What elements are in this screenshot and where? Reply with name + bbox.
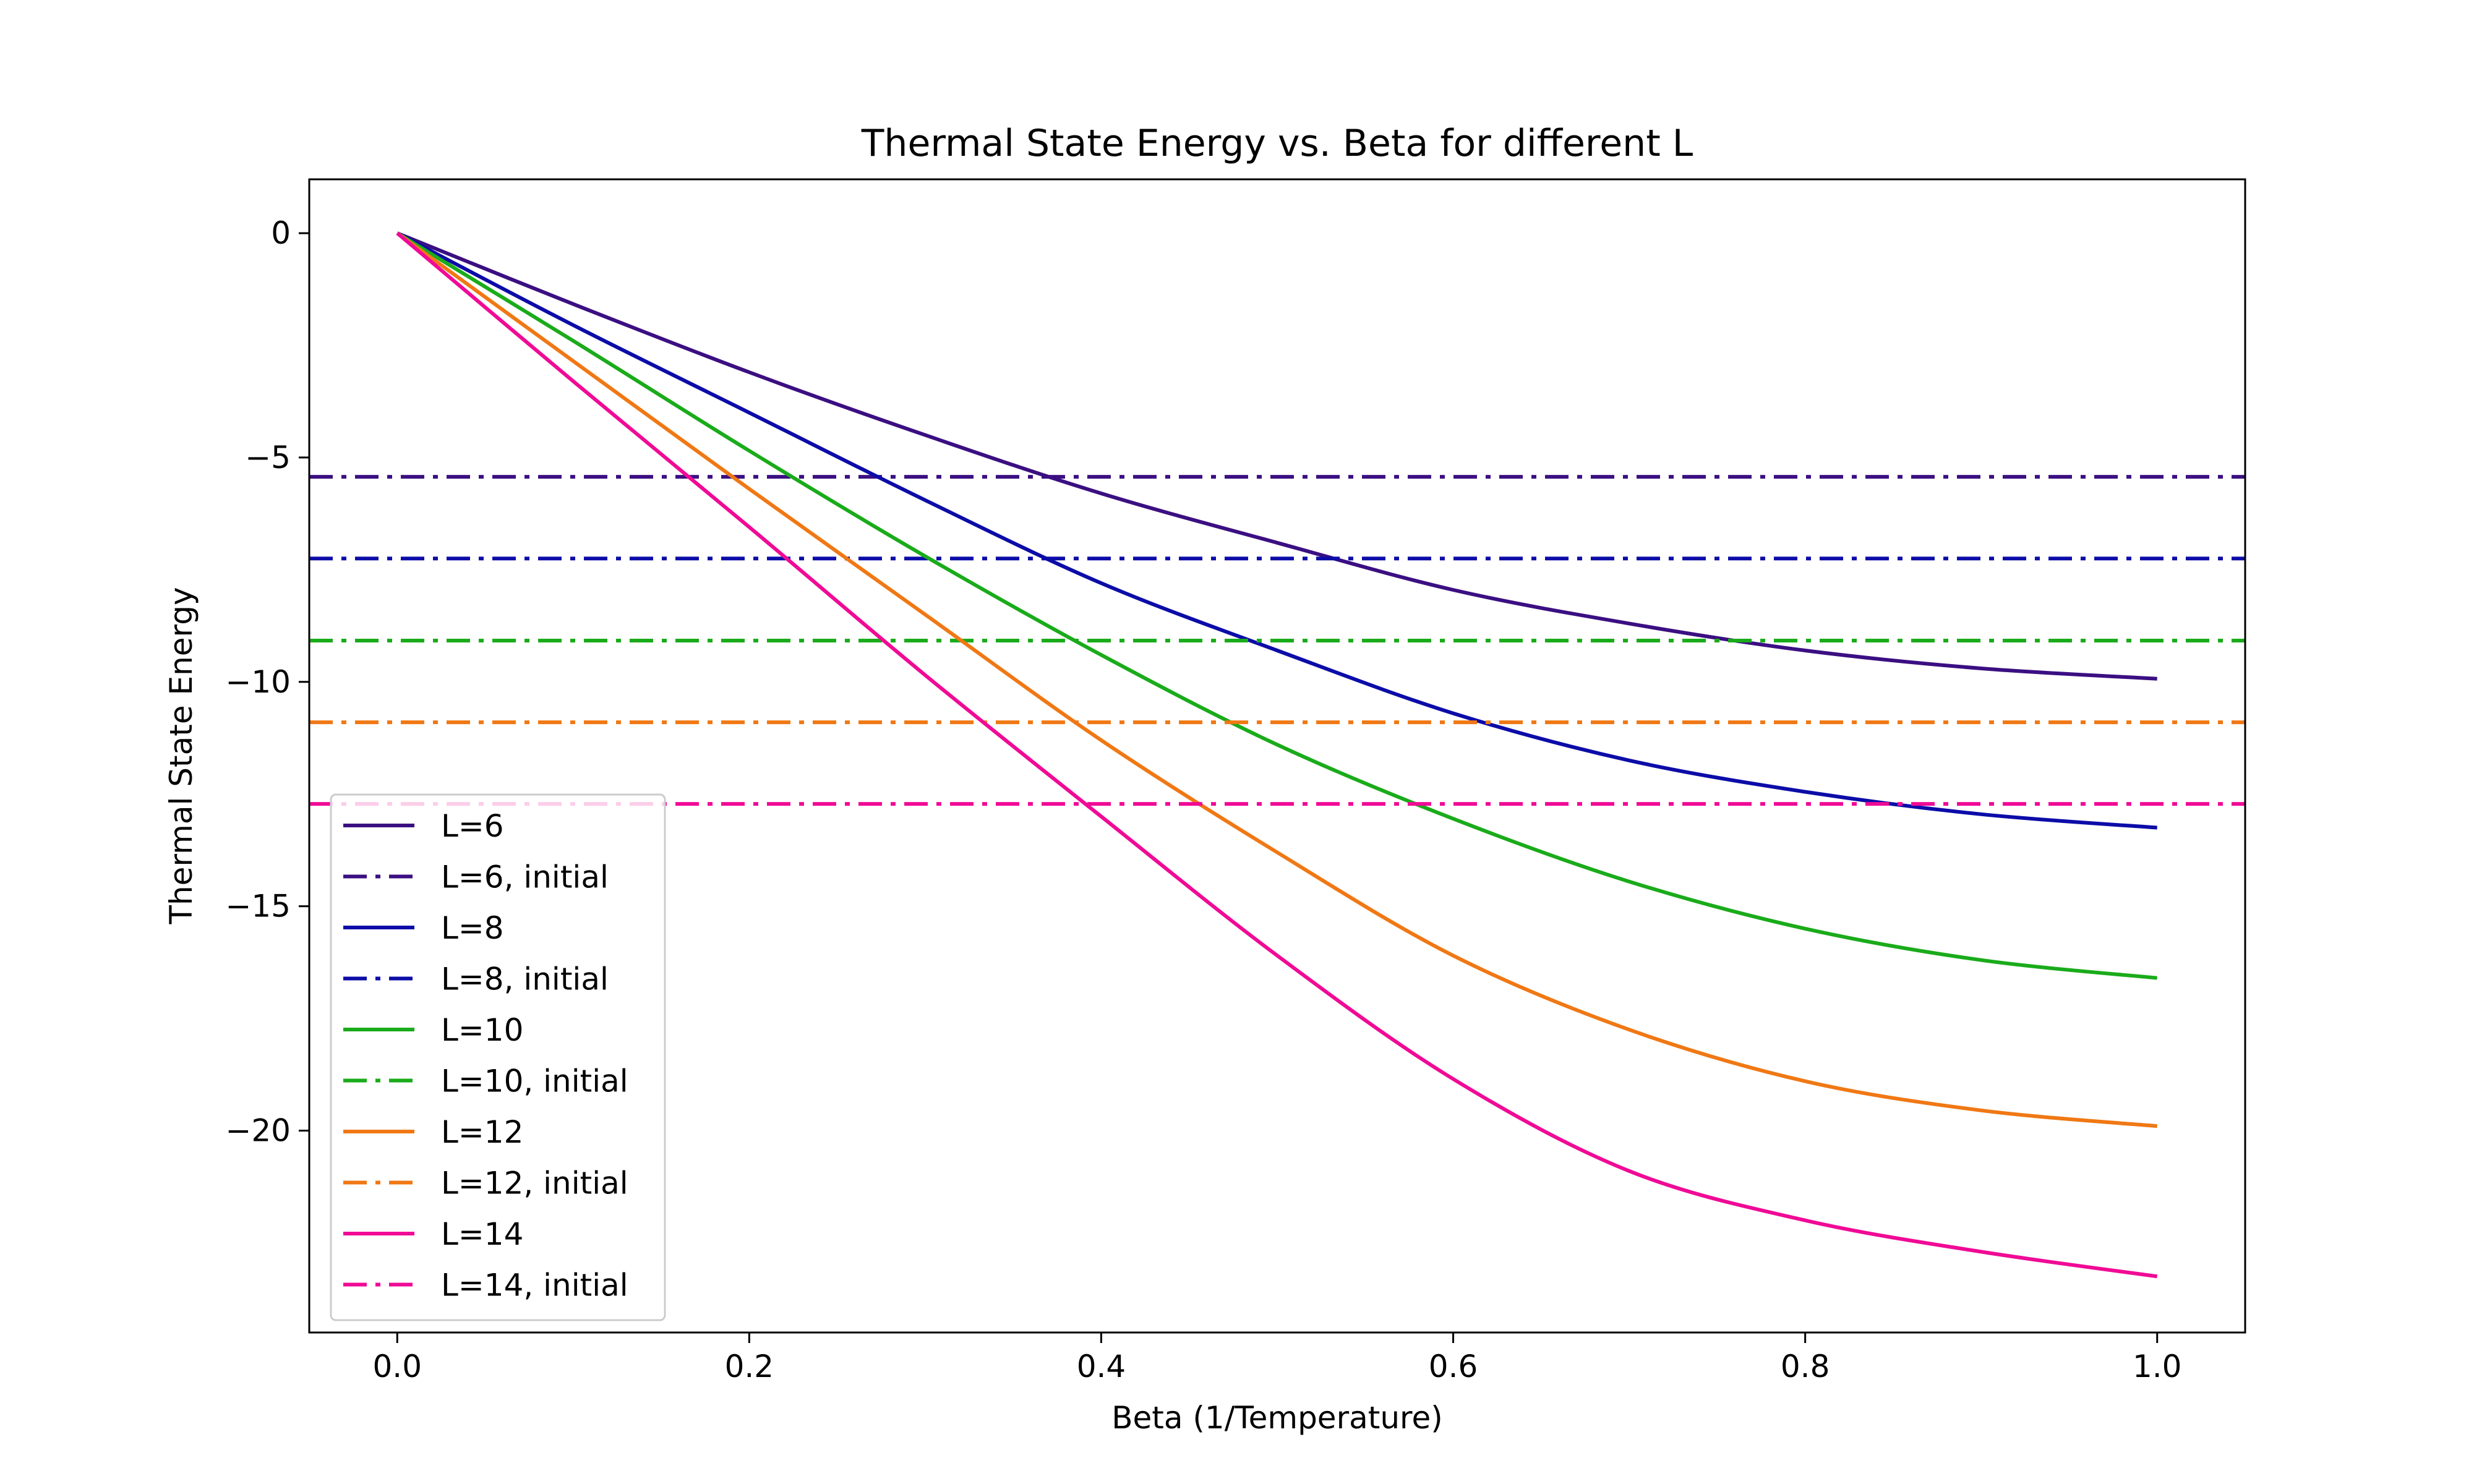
y-tick-label: −20 [225,1112,291,1148]
legend-label-l-6-initial: L=6, initial [441,859,609,895]
y-tick-label: 0 [271,215,291,251]
series-l-6 [396,231,2157,681]
series-l-12 [396,231,2157,1128]
chart-title: Thermal State Energy vs. Beta for differ… [861,122,1693,165]
legend-label-l-12: L=12 [441,1114,523,1150]
legend-label-l-6: L=6 [441,808,504,844]
legend-label-l-8-initial: L=8, initial [441,962,609,997]
y-axis: 0 −5 −10 −15 −20 [225,215,309,1148]
series-l-10 [396,231,2158,980]
x-tick-label: 0.2 [725,1349,774,1384]
legend-label-l-8: L=8 [441,910,504,946]
x-tick-label: 0.0 [373,1349,422,1384]
x-tick-label: 0.6 [1429,1349,1478,1384]
series-l-14 [396,231,2158,1279]
x-tick-label: 0.4 [1077,1349,1126,1384]
x-axis-label: Beta (1/Temperature) [1111,1400,1443,1436]
legend-label-l-10-initial: L=10, initial [441,1064,628,1099]
legend-label-l-10: L=10 [441,1012,523,1048]
legend-label-l-14: L=14 [441,1216,523,1252]
legend: L=6 L=6, initial L=8 L=8, initial L=10 L=10, … [330,793,666,1321]
x-tick-label: 1.0 [2133,1349,2182,1384]
legend-label-l-12-initial: L=12, initial [441,1166,628,1201]
series-l-8 [396,231,2157,830]
y-tick-label: −5 [245,440,291,475]
axes-frame [308,178,2246,1334]
y-tick-label: −15 [225,889,291,924]
y-tick-label: −10 [225,664,291,700]
plot-area [309,231,2245,1279]
y-axis-label: Thermal State Energy [163,587,199,924]
x-axis: 0.0 0.2 0.4 0.6 0.8 1.0 [373,1333,2182,1384]
x-tick-label: 0.8 [1781,1349,1830,1384]
legend-label-l-14-initial: L=14, initial [441,1268,628,1303]
